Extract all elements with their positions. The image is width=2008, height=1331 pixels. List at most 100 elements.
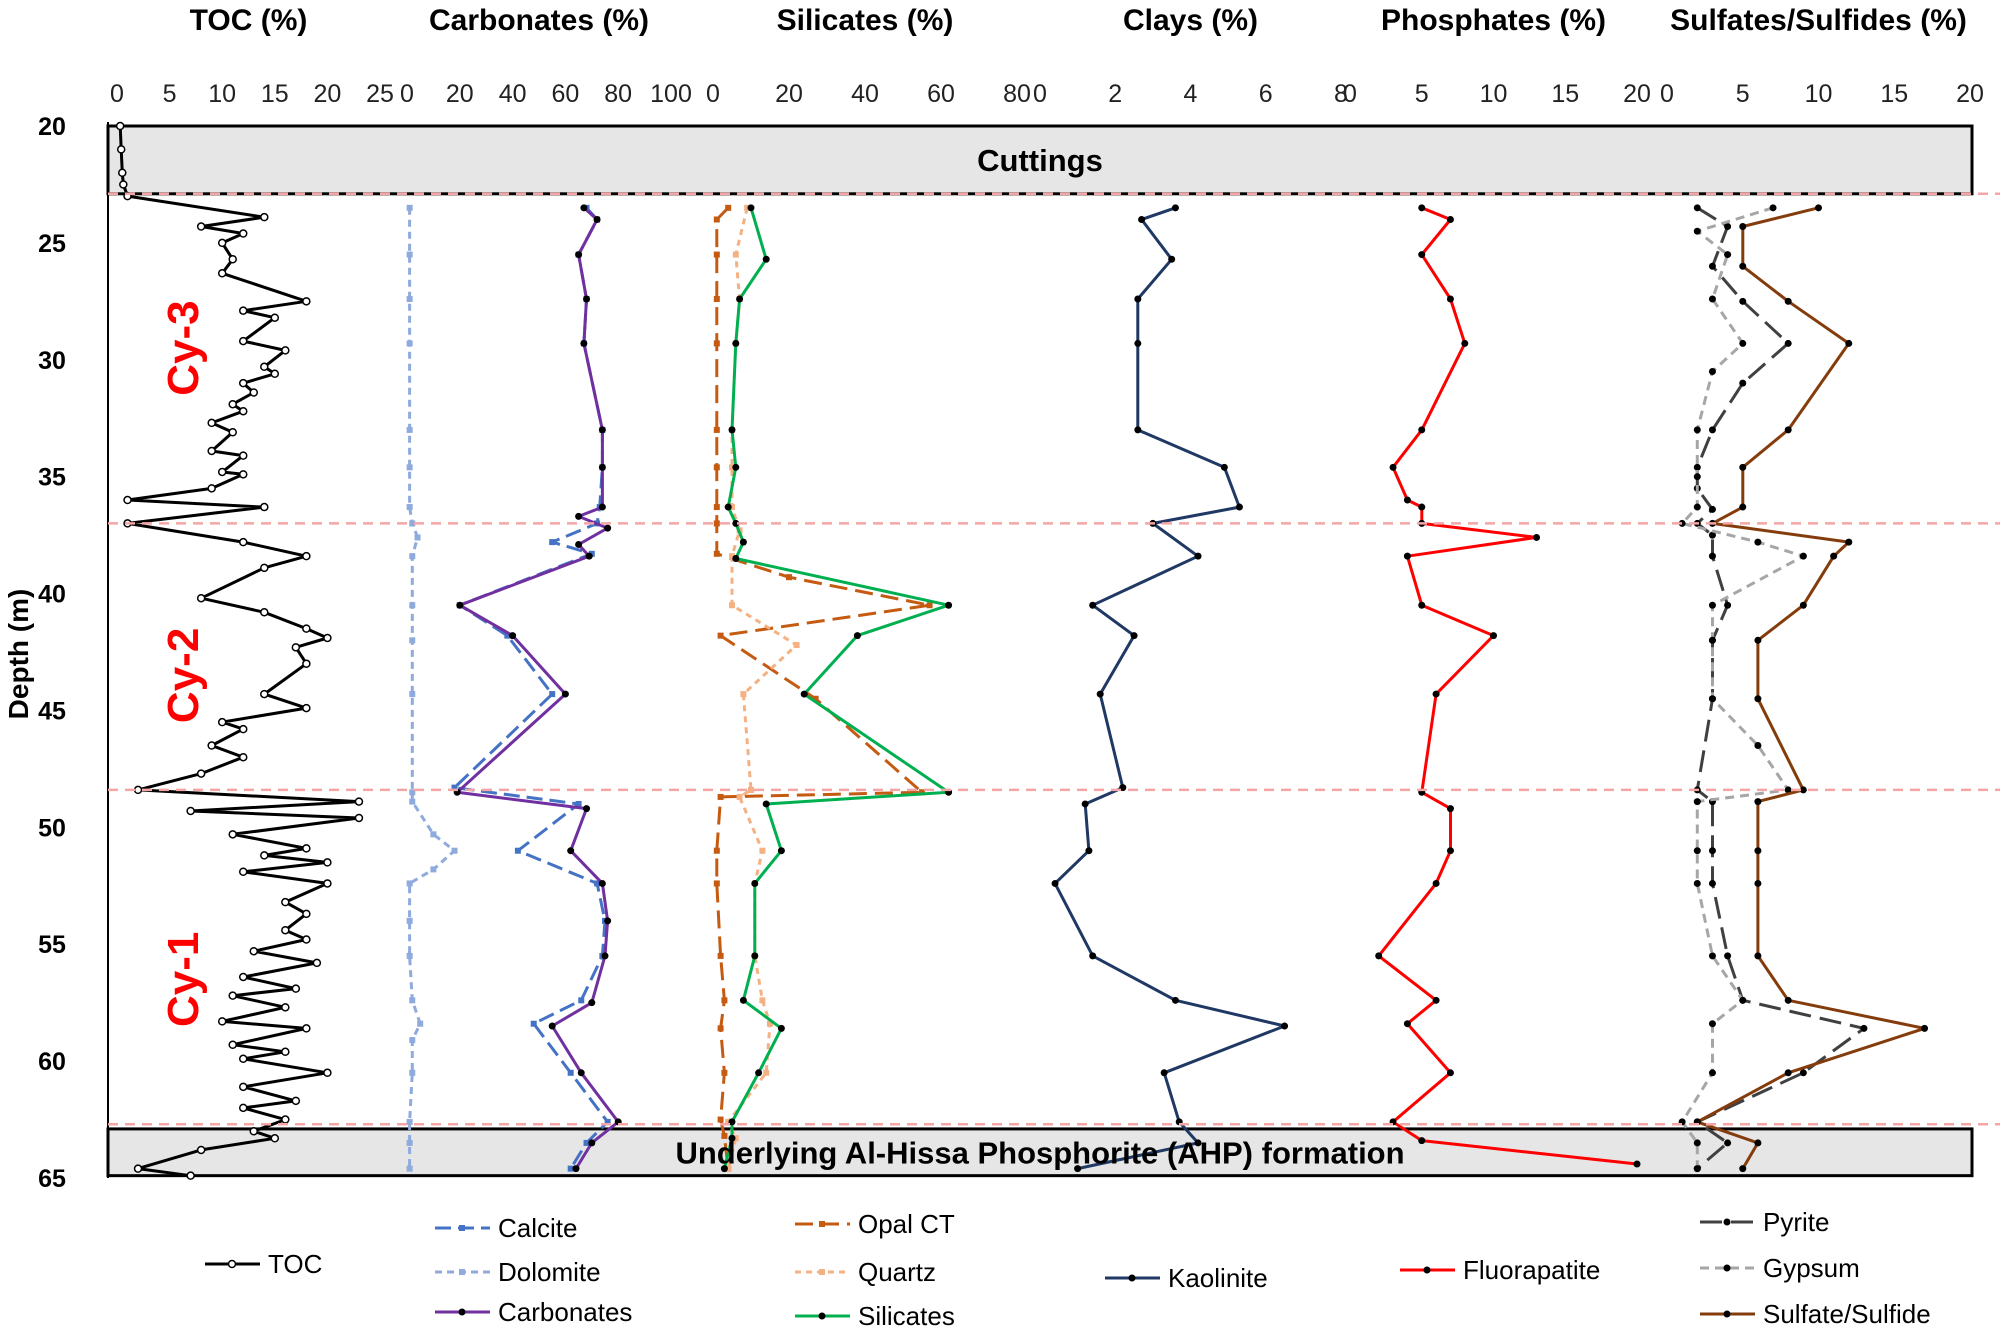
- data-point: [1754, 798, 1762, 806]
- data-point: [207, 446, 216, 456]
- data-point: [409, 520, 416, 527]
- legend-layer: TOC Calcite Dolomite Carbonates Opal CT Quart…: [205, 1207, 1931, 1331]
- data-point: [1693, 227, 1701, 235]
- legend-item-sulfate-sulfide: Sulfate/Sulfide: [1700, 1299, 1931, 1329]
- legend-label: Kaolinite: [1168, 1263, 1268, 1293]
- legend-label: Fluorapatite: [1463, 1255, 1600, 1285]
- data-point: [763, 1069, 770, 1076]
- data-point: [588, 999, 596, 1007]
- data-point: [717, 952, 724, 959]
- data-point: [1418, 251, 1426, 259]
- data-point: [1754, 636, 1762, 644]
- data-point: [549, 539, 556, 546]
- series-line-fluorapatite: [1377, 206, 1638, 1166]
- data-point: [572, 1165, 580, 1173]
- data-point: [1784, 339, 1792, 347]
- data-point: [302, 1024, 311, 1033]
- data-point: [118, 168, 127, 178]
- data-point: [406, 464, 413, 471]
- cycle-label: Cy-1: [159, 932, 208, 1027]
- data-point: [725, 1165, 732, 1172]
- data-point: [588, 550, 595, 557]
- data-point: [713, 426, 720, 433]
- data-point: [406, 1165, 413, 1172]
- x-tick-label: 10: [1480, 80, 1508, 108]
- legend-label: Carbonates: [498, 1297, 632, 1327]
- data-point: [724, 503, 732, 511]
- data-point: [1693, 463, 1701, 471]
- data-point: [721, 997, 728, 1004]
- data-point: [732, 519, 740, 527]
- data-point: [1708, 552, 1716, 560]
- data-point: [260, 851, 269, 860]
- data-point: [406, 1139, 413, 1146]
- data-point: [238, 336, 248, 346]
- data-point: [1461, 339, 1469, 347]
- legend-item-quartz: Quartz: [795, 1257, 936, 1287]
- y-tick-label: 20: [38, 113, 66, 141]
- panel-title: Carbonates (%): [429, 4, 649, 37]
- data-point: [713, 880, 720, 887]
- data-point: [713, 847, 720, 854]
- data-point: [406, 340, 413, 347]
- legend-label: TOC: [268, 1249, 322, 1279]
- x-tick-label: 6: [1259, 80, 1273, 108]
- legend-marker: [819, 1221, 825, 1227]
- data-point: [1708, 531, 1716, 539]
- data-point: [713, 464, 720, 471]
- data-point: [1739, 262, 1747, 270]
- data-point: [1784, 786, 1792, 794]
- panel-title: Silicates (%): [777, 4, 954, 37]
- y-tick-label: 45: [38, 697, 66, 725]
- data-point: [601, 952, 609, 960]
- data-point: [1160, 1069, 1168, 1077]
- data-point: [945, 601, 953, 609]
- data-point: [123, 495, 132, 505]
- legend-item-dolomite: Dolomite: [435, 1257, 601, 1287]
- data-point: [593, 216, 601, 224]
- y-tick-label: 25: [38, 230, 66, 258]
- legend-item-kaolinite: Kaolinite: [1105, 1263, 1268, 1293]
- data-point: [1708, 367, 1716, 375]
- data-point: [1281, 1022, 1289, 1030]
- data-point: [598, 879, 606, 887]
- data-point: [598, 503, 606, 511]
- data-point: [354, 797, 364, 806]
- data-point: [1403, 1020, 1411, 1028]
- panel-title: Sulfates/Sulfides (%): [1670, 4, 1967, 37]
- data-point: [717, 793, 724, 800]
- data-point: [238, 378, 248, 388]
- data-point: [238, 1054, 248, 1064]
- data-point: [1708, 695, 1716, 703]
- data-point: [747, 204, 755, 212]
- data-point: [751, 879, 759, 887]
- x-tick-label: 5: [1736, 80, 1750, 108]
- data-point: [217, 467, 227, 477]
- data-point: [1860, 1024, 1868, 1032]
- data-point: [260, 689, 269, 699]
- data-point: [238, 972, 248, 982]
- data-point: [406, 880, 413, 887]
- data-point: [777, 847, 785, 855]
- panel-0: TOC (%) 0 5 10 15 20 25: [110, 4, 394, 1180]
- data-point: [430, 831, 437, 838]
- data-point: [406, 1118, 413, 1125]
- data-point: [291, 1096, 301, 1106]
- data-point: [291, 984, 301, 993]
- data-point: [759, 847, 766, 854]
- data-point: [1754, 952, 1762, 960]
- data-point: [728, 426, 736, 434]
- data-point: [1708, 847, 1716, 855]
- data-point: [238, 724, 248, 734]
- series-line-dolomite: [408, 207, 456, 1169]
- data-point: [1784, 996, 1792, 1004]
- data-point: [228, 255, 237, 264]
- data-point: [721, 1132, 728, 1139]
- data-point: [217, 717, 227, 727]
- data-point: [762, 255, 770, 263]
- data-point: [409, 553, 416, 560]
- y-tick-label: 50: [38, 814, 66, 842]
- x-tick-label: 100: [650, 80, 692, 108]
- data-point: [430, 866, 437, 873]
